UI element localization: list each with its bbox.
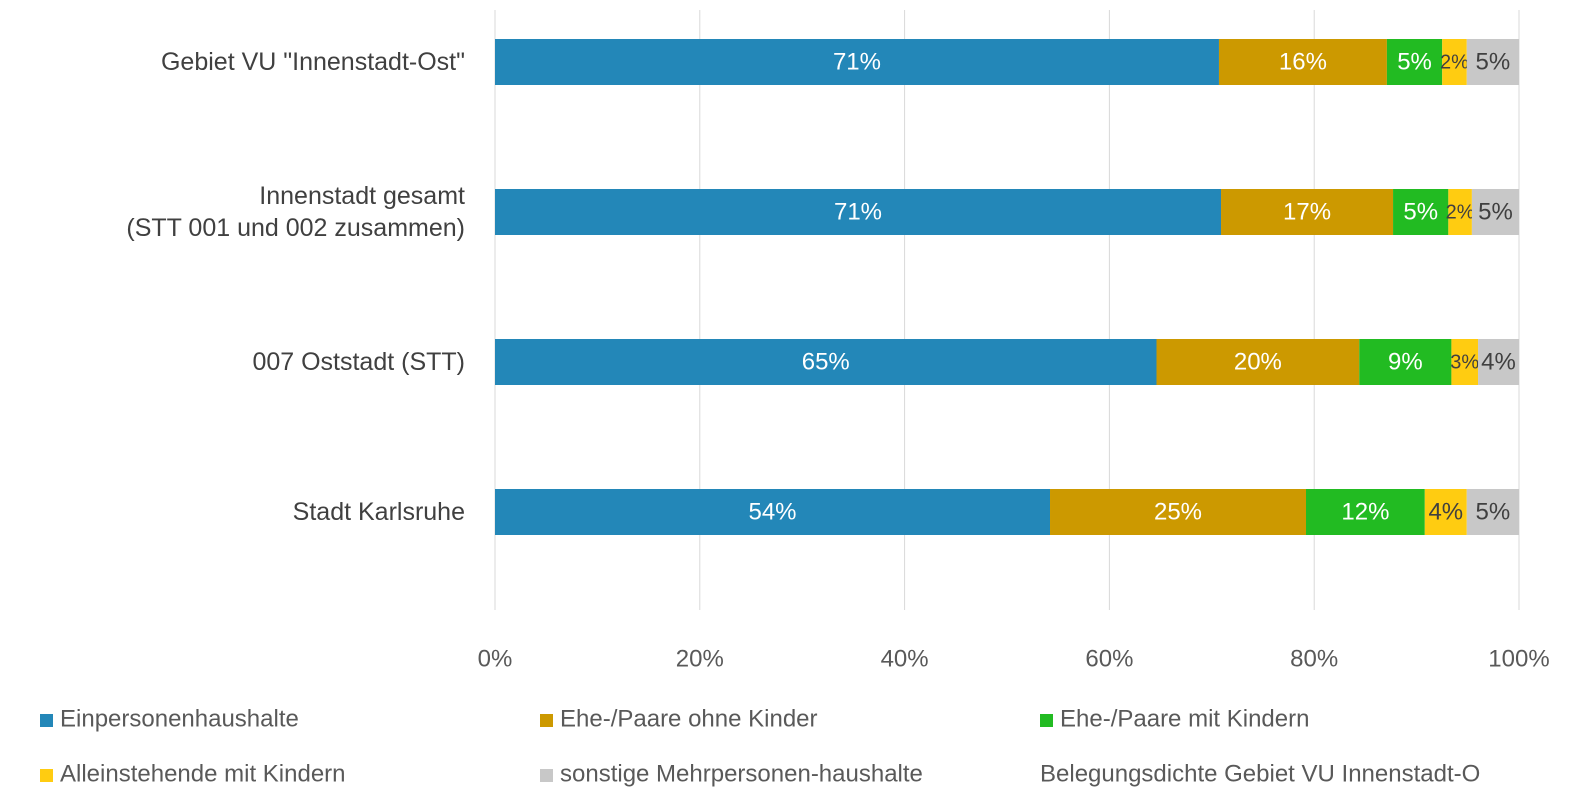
data-label: 16% bbox=[1279, 48, 1327, 75]
bar-segment bbox=[1424, 489, 1467, 535]
data-label: 71% bbox=[834, 198, 882, 225]
x-tick-label: 40% bbox=[881, 645, 929, 672]
data-label: 20% bbox=[1234, 348, 1282, 375]
bar-segment bbox=[1359, 339, 1452, 385]
legend-label: Einpersonenhaushalte bbox=[60, 705, 299, 732]
legend-swatch bbox=[40, 714, 53, 727]
bar-segment bbox=[1156, 339, 1360, 385]
data-label: 25% bbox=[1154, 498, 1202, 525]
x-tick-label: 100% bbox=[1488, 645, 1549, 672]
bar-segment bbox=[495, 39, 1219, 85]
x-tick-label: 60% bbox=[1085, 645, 1133, 672]
y-tick-label: Gebiet VU "Innenstadt-Ost" bbox=[160, 48, 465, 76]
bar-segment bbox=[1386, 39, 1443, 85]
y-tick-label: 007 Oststadt (STT) bbox=[252, 348, 465, 376]
data-label: 5% bbox=[1476, 498, 1511, 525]
x-tick-label: 80% bbox=[1290, 645, 1338, 672]
bar-segment bbox=[1466, 489, 1519, 535]
data-label: 65% bbox=[802, 348, 850, 375]
data-label: 3% bbox=[1450, 351, 1479, 373]
legend-swatch bbox=[40, 769, 53, 782]
data-label: 4% bbox=[1481, 348, 1516, 375]
data-label: 54% bbox=[748, 498, 796, 525]
legend-label: sonstige Mehrpersonen-haushalte bbox=[560, 760, 923, 787]
data-label: 5% bbox=[1476, 48, 1511, 75]
legend-label: Ehe-/Paare mit Kindern bbox=[1060, 705, 1309, 732]
bar-segment bbox=[1306, 489, 1425, 535]
bar-segment bbox=[1466, 39, 1519, 85]
data-label: 4% bbox=[1428, 498, 1463, 525]
data-label: 5% bbox=[1397, 48, 1432, 75]
bar-segment bbox=[1393, 189, 1449, 235]
bar-segment bbox=[495, 339, 1157, 385]
data-label: 71% bbox=[833, 48, 881, 75]
bar-segment bbox=[1471, 189, 1519, 235]
y-tick-label: Innenstadt gesamt (STT 001 und 002 zusam… bbox=[126, 182, 465, 242]
data-label: 12% bbox=[1341, 498, 1389, 525]
data-label: 2% bbox=[1446, 201, 1475, 223]
data-label: 17% bbox=[1283, 198, 1331, 225]
data-label: 9% bbox=[1388, 348, 1423, 375]
legend-label: Alleinstehende mit Kindern bbox=[60, 760, 346, 787]
bar-segment bbox=[1218, 39, 1387, 85]
bar-segment bbox=[1448, 189, 1472, 235]
legend-swatch bbox=[1040, 714, 1053, 727]
bar-segment bbox=[1050, 489, 1307, 535]
data-label: 5% bbox=[1403, 198, 1438, 225]
data-label: 2% bbox=[1440, 51, 1469, 73]
bar-segment bbox=[495, 189, 1222, 235]
x-tick-label: 0% bbox=[478, 645, 513, 672]
bar-segment bbox=[1442, 39, 1467, 85]
legend-swatch bbox=[540, 714, 553, 727]
annotation: Belegungsdichte Gebiet VU Innenstadt-O bbox=[1040, 760, 1480, 787]
bar-segment bbox=[495, 489, 1051, 535]
y-tick-label: Stadt Karlsruhe bbox=[292, 498, 465, 526]
x-tick-label: 20% bbox=[676, 645, 724, 672]
data-label: 5% bbox=[1478, 198, 1513, 225]
bar-segment bbox=[1221, 189, 1394, 235]
bar-segment bbox=[1478, 339, 1519, 385]
legend-label: Ehe-/Paare ohne Kinder bbox=[560, 705, 818, 732]
bar-segment bbox=[1451, 339, 1479, 385]
legend-swatch bbox=[540, 769, 553, 782]
